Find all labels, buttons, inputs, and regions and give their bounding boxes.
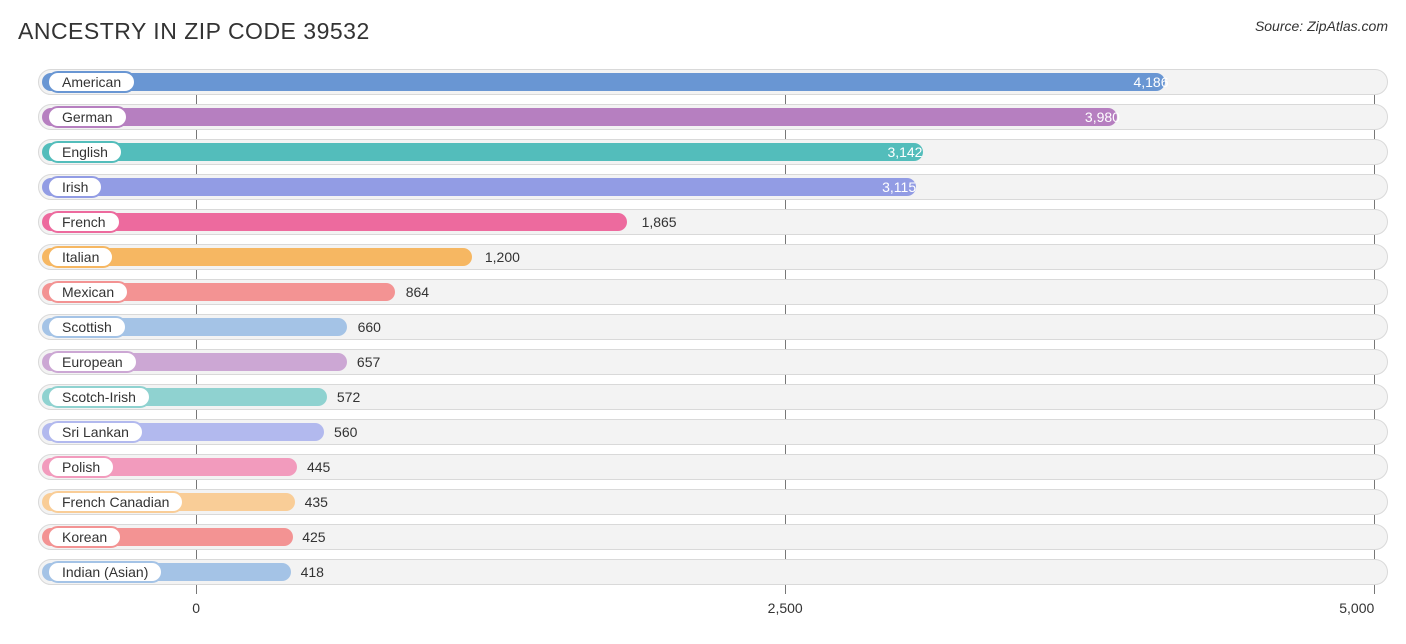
- bar-row: Indian (Asian) 418: [18, 559, 1388, 585]
- bar-row: English 3,142: [18, 139, 1388, 165]
- bar-value: 1,865: [642, 214, 677, 230]
- bar-row: Italian 1,200: [18, 244, 1388, 270]
- bar-row: Korean 425: [18, 524, 1388, 550]
- bar-value: 435: [305, 494, 328, 510]
- bar-row: Mexican 864: [18, 279, 1388, 305]
- bar-fill: [42, 108, 1117, 126]
- bar-value: 3,115: [882, 179, 916, 195]
- bar-track: Scotch-Irish: [38, 384, 1388, 410]
- ancestry-bar-chart: American 4,186 German 3,980 English 3,142 Iris…: [18, 69, 1388, 624]
- category-pill: Italian: [47, 246, 114, 268]
- plot-area: American 4,186 German 3,980 English 3,142 Iris…: [18, 69, 1388, 624]
- category-pill: European: [47, 351, 138, 373]
- bar-track: French: [38, 209, 1388, 235]
- bar-track: Irish: [38, 174, 1388, 200]
- bar-track: Korean: [38, 524, 1388, 550]
- bar-value: 3,980: [1085, 109, 1120, 125]
- bar-value: 660: [358, 319, 381, 335]
- bar-track: American: [38, 69, 1388, 95]
- bar-value: 418: [301, 564, 324, 580]
- bar-row: Polish 445: [18, 454, 1388, 480]
- bar-row: German 3,980: [18, 104, 1388, 130]
- category-pill: French Canadian: [47, 491, 184, 513]
- bar-track: Italian: [38, 244, 1388, 270]
- bar-track: Scottish: [38, 314, 1388, 340]
- bar-row: Scotch-Irish 572: [18, 384, 1388, 410]
- category-pill: Sri Lankan: [47, 421, 144, 443]
- x-tick-label: 2,500: [768, 600, 803, 616]
- bar-track: Mexican: [38, 279, 1388, 305]
- category-pill: Korean: [47, 526, 122, 548]
- bar-track: English: [38, 139, 1388, 165]
- category-pill: Mexican: [47, 281, 129, 303]
- category-pill: Irish: [47, 176, 103, 198]
- bar-value: 445: [307, 459, 330, 475]
- category-pill: Indian (Asian): [47, 561, 163, 583]
- bar-fill: [42, 178, 916, 196]
- category-pill: English: [47, 141, 123, 163]
- bar-row: French Canadian 435: [18, 489, 1388, 515]
- category-pill: American: [47, 71, 136, 93]
- category-pill: German: [47, 106, 128, 128]
- bar-track: Indian (Asian): [38, 559, 1388, 585]
- bar-value: 864: [406, 284, 429, 300]
- bar-track: European: [38, 349, 1388, 375]
- category-pill: Polish: [47, 456, 115, 478]
- category-pill: French: [47, 211, 121, 233]
- chart-title: ANCESTRY IN ZIP CODE 39532: [18, 18, 370, 45]
- bar-track: French Canadian: [38, 489, 1388, 515]
- category-pill: Scottish: [47, 316, 127, 338]
- bar-value: 3,142: [887, 144, 922, 160]
- x-tick-label: 5,000: [1339, 600, 1374, 616]
- bar-track: Polish: [38, 454, 1388, 480]
- bar-fill: [42, 73, 1165, 91]
- bar-value: 4,186: [1133, 74, 1168, 90]
- source-attribution: Source: ZipAtlas.com: [1255, 18, 1388, 34]
- bar-row: European 657: [18, 349, 1388, 375]
- bar-value: 560: [334, 424, 357, 440]
- bar-track: Sri Lankan: [38, 419, 1388, 445]
- bar-value: 425: [302, 529, 325, 545]
- bar-row: Irish 3,115: [18, 174, 1388, 200]
- x-axis: 0 2,500 5,000: [18, 594, 1388, 624]
- bar-fill: [42, 143, 923, 161]
- bar-value: 657: [357, 354, 380, 370]
- bar-track: German: [38, 104, 1388, 130]
- bar-row: Sri Lankan 560: [18, 419, 1388, 445]
- bar-fill: [42, 213, 627, 231]
- bar-row: French 1,865: [18, 209, 1388, 235]
- category-pill: Scotch-Irish: [47, 386, 151, 408]
- bar-row: American 4,186: [18, 69, 1388, 95]
- x-tick-label: 0: [192, 600, 200, 616]
- header: ANCESTRY IN ZIP CODE 39532 Source: ZipAt…: [18, 18, 1388, 45]
- bar-value: 572: [337, 389, 360, 405]
- bar-value: 1,200: [485, 249, 520, 265]
- bar-row: Scottish 660: [18, 314, 1388, 340]
